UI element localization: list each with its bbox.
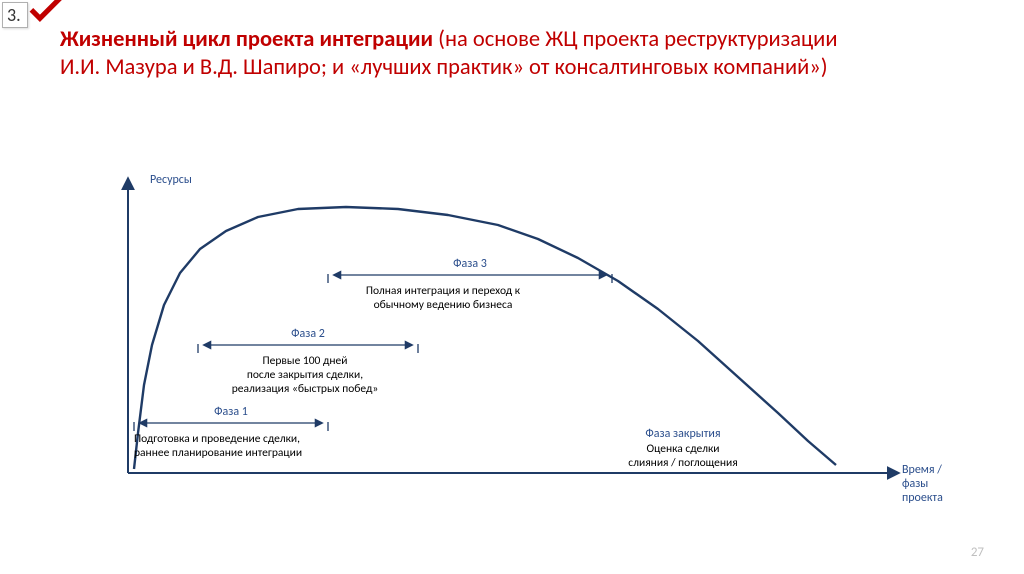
phase-block-3: Полная интеграция и переход кобычному ве…	[328, 285, 558, 313]
slide-number-badge: 3.	[2, 2, 28, 28]
phase-desc-3-line2: обычному ведению бизнеса	[328, 299, 558, 313]
slide-number: 3.	[7, 4, 21, 26]
checkmark-icon	[28, 0, 62, 24]
phase-block-2: Первые 100 днейпосле закрытия сделки,реа…	[200, 355, 410, 396]
phase-desc-4-line1: Оценка сделки	[598, 443, 768, 457]
x-axis-label-line1: Время /	[902, 463, 942, 477]
phase-desc-2-line3: реализация «быстрых побед»	[200, 383, 410, 397]
phase-desc-1-line1: Подготовка и проведение сделки,	[134, 433, 354, 447]
lifecycle-chart: Ресурсы Время /фазы проекта Фаза 1 Подгот…	[88, 165, 958, 525]
y-axis-label: Ресурсы	[150, 173, 192, 187]
title-bold: Жизненный цикл проекта интеграции	[60, 26, 433, 53]
page-number: 27	[971, 545, 984, 560]
x-axis-label: Время /фазы проекта	[902, 463, 958, 505]
phase-desc-4-line2: слияния / поглощения	[598, 457, 768, 471]
phase-desc-2-line1: Первые 100 дней	[200, 355, 410, 369]
phase-block-4: Фаза закрытия Оценка сделкислияния / погл…	[598, 427, 768, 471]
phase-title-3: Фаза 3	[420, 257, 520, 271]
phase-title-4: Фаза закрытия	[598, 427, 768, 441]
phase-title-2: Фаза 2	[258, 327, 358, 341]
x-axis-label-line2: фазы проекта	[902, 477, 943, 505]
phase-desc-2-line2: после закрытия сделки,	[200, 369, 410, 383]
phase-title-1: Фаза 1	[181, 405, 281, 419]
slide-title: Жизненный цикл проекта интеграции (на ос…	[60, 26, 840, 82]
phase-desc-3-line1: Полная интеграция и переход к	[328, 285, 558, 299]
phase-block-1: Подготовка и проведение сделки,раннее пл…	[134, 433, 354, 461]
phase-desc-1-line2: раннее планирование интеграции	[134, 447, 354, 461]
page-number-text: 27	[971, 545, 984, 560]
